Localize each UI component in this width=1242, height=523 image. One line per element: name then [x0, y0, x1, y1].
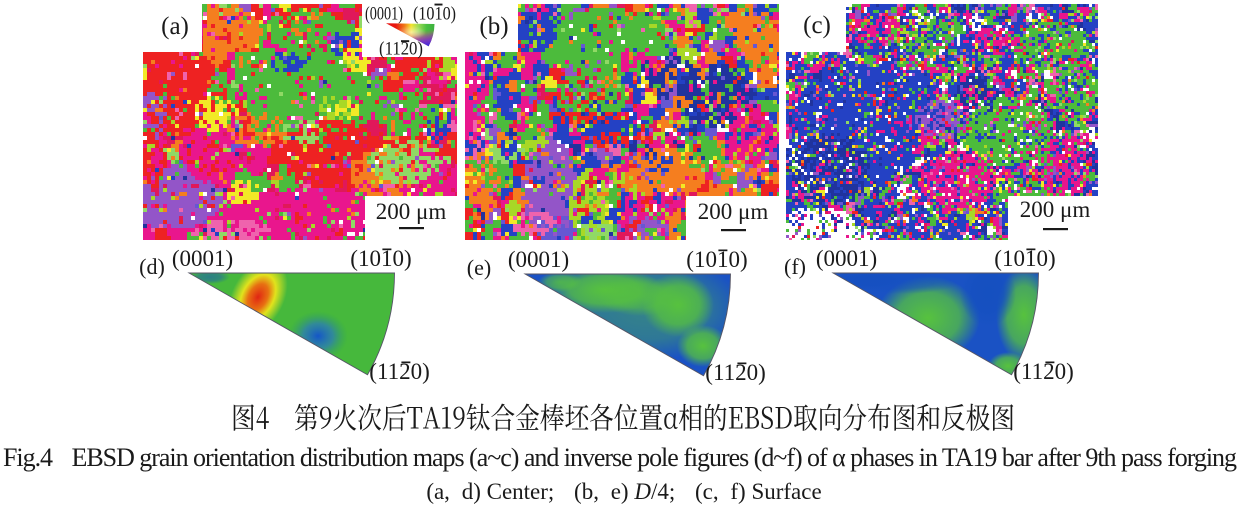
svg-text:(d): (d) — [139, 254, 165, 279]
svg-text:(1010): (1010) — [350, 246, 411, 271]
svg-text:Fig.4 EBSD grain orientation d: Fig.4 EBSD grain orientation distributio… — [3, 443, 1237, 472]
svg-text:(1010): (1010) — [413, 4, 456, 25]
svg-text:(1010): (1010) — [686, 247, 747, 272]
svg-text:200 μm: 200 μm — [698, 199, 769, 224]
svg-text:(b): (b) — [479, 13, 508, 40]
svg-text:(c): (c) — [803, 12, 831, 39]
svg-text:(1120): (1120) — [1013, 359, 1073, 384]
svg-text:(a): (a) — [161, 13, 189, 40]
svg-text:200 μm: 200 μm — [1020, 197, 1091, 222]
svg-text:(0001): (0001) — [365, 4, 403, 25]
svg-text:(1010): (1010) — [994, 246, 1055, 271]
svg-text:(1120): (1120) — [369, 359, 429, 384]
svg-text:200 μm: 200 μm — [376, 199, 447, 224]
svg-text:(0001): (0001) — [508, 247, 569, 272]
svg-text:(0001): (0001) — [172, 246, 233, 271]
svg-text:(a, d) Center; (b, e) D/4; (c,: (a, d) Center; (b, e) D/4; (c, f) Surfac… — [426, 479, 821, 504]
svg-text:(1120): (1120) — [379, 39, 423, 60]
svg-text:(1120): (1120) — [705, 360, 765, 385]
svg-text:(0001): (0001) — [816, 246, 877, 271]
svg-text:(e): (e) — [467, 255, 491, 280]
svg-text:(f): (f) — [784, 254, 806, 279]
